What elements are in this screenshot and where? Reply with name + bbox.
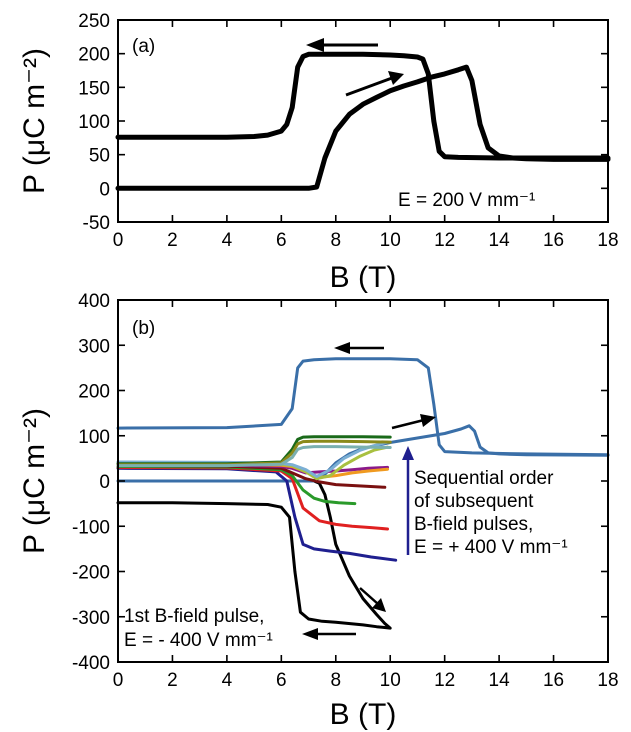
panel-a-arrow-right — [345, 71, 404, 97]
panel-b-annotation-first-line2: E = - 400 V mm⁻¹ — [124, 630, 273, 651]
panel-a-series-2 — [115, 51, 611, 161]
panel-b-ytick-label: -400 — [72, 653, 110, 674]
panel-a-ytick-label: 50 — [89, 146, 110, 167]
panel-a-series — [115, 51, 611, 191]
panel-a-ytick-label: 0 — [99, 179, 110, 200]
panel-b-xlabel: B (T) — [330, 698, 397, 731]
panel-b-ticks: 0 2 4 6 8 10 12 14 16 18 -400 -300 -200 -100 0 100 200 30… — [72, 291, 619, 691]
panel-b-arrow-right — [391, 414, 436, 430]
panel-a-xtick-label: 6 — [276, 230, 287, 251]
panel-b-ytick-label: 100 — [78, 427, 110, 448]
panel-b-xtick-label: 18 — [597, 670, 618, 691]
panel-b-xtick-label: 6 — [276, 670, 287, 691]
panel-b-annotation-seq-line1: Sequential order — [414, 468, 554, 489]
panel-b-xtick-label: 12 — [434, 670, 455, 691]
panel-a-xtick-label: 2 — [167, 230, 178, 251]
panel-a-xtick-label: 0 — [113, 230, 124, 251]
panel-a-series-1 — [115, 64, 611, 191]
panel-b-arrow-first-pulse-left — [302, 628, 356, 640]
panel-a-xlabel: B (T) — [330, 261, 397, 294]
panel-a-annotation: E = 200 V mm⁻¹ — [398, 190, 535, 211]
panel-a-xtick-label: 10 — [380, 230, 401, 251]
panel-b-xtick-label: 10 — [380, 670, 401, 691]
panel-b-annotation-first-line1: 1st B-field pulse, — [124, 606, 264, 627]
panel-b-series-14 — [116, 445, 392, 468]
panel-a-label: (a) — [132, 36, 155, 57]
panel-b-xtick-label: 4 — [222, 670, 233, 691]
panel-b-xtick-label: 16 — [543, 670, 564, 691]
panel-a-ytick-label: 250 — [78, 11, 110, 32]
panel-a-arrow-left — [306, 38, 378, 52]
panel-b-arrow-first-pulse-down — [359, 587, 386, 612]
panel-b-ytick-label: 200 — [78, 382, 110, 403]
panel-b-series — [116, 357, 610, 630]
panel-a-xtick-label: 4 — [222, 230, 233, 251]
panel-a-xtick-label: 16 — [543, 230, 564, 251]
panel-a-ytick-label: -50 — [83, 213, 110, 234]
panel-b-arrow-sequence — [402, 446, 414, 555]
panel-b-label: (b) — [132, 318, 155, 339]
panel-b-xtick-label: 0 — [113, 670, 124, 691]
panel-a-ytick-label: 100 — [78, 112, 110, 133]
panel-b-xtick-label: 2 — [167, 670, 178, 691]
panel-b-series-1 — [116, 479, 392, 630]
panel-a-xtick-label: 12 — [434, 230, 455, 251]
panel-b: 0 2 4 6 8 10 12 14 16 18 -400 -300 -200 -100 0 100 200 30… — [18, 291, 619, 731]
panel-b-ytick-label: 0 — [99, 472, 110, 493]
panel-a-xtick-label: 14 — [489, 230, 511, 251]
panel-b-annotation-seq-line4: E = + 400 V mm⁻¹ — [414, 537, 568, 558]
panel-b-ytick-label: 300 — [78, 336, 110, 357]
panel-b-annotation-seq-line3: B-field pulses, — [414, 514, 533, 535]
panel-b-annotation-seq-line2: of subsequent — [414, 491, 534, 512]
panel-b-series-3 — [116, 424, 610, 483]
panel-b-ytick-label: -200 — [72, 563, 110, 584]
panel-b-xtick-label: 8 — [330, 670, 341, 691]
panel-a-ytick-label: 200 — [78, 45, 110, 66]
panel-a-ylabel: P (μC m⁻²) — [18, 48, 51, 194]
panel-a-xtick-label: 18 — [597, 230, 618, 251]
panel-b-ylabel: P (μC m⁻²) — [18, 408, 51, 554]
panel-a-ytick-label: 150 — [78, 78, 110, 99]
panel-b-series-5 — [116, 465, 389, 531]
panel-b-ytick-label: -100 — [72, 517, 110, 538]
panel-b-ytick-label: 400 — [78, 291, 110, 312]
panel-b-series-2 — [116, 357, 610, 457]
panel-b-ytick-label: -300 — [72, 608, 110, 629]
panel-b-xtick-label: 14 — [489, 670, 511, 691]
panel-b-arrow-left — [334, 342, 384, 354]
panel-a-xtick-label: 8 — [330, 230, 341, 251]
